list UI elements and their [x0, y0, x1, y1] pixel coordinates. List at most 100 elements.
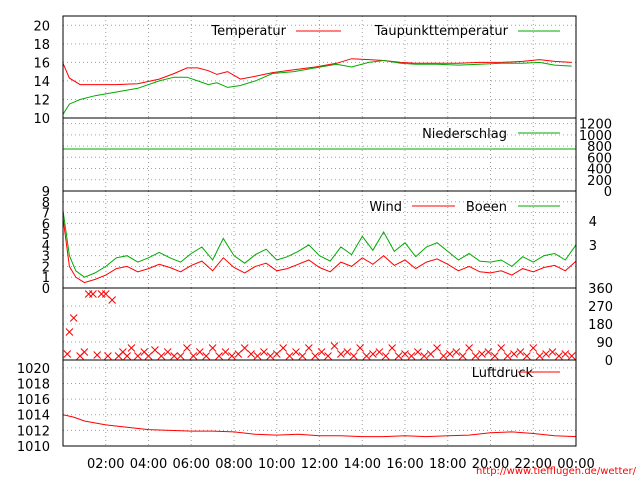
- precipitation-y-tick: 600: [587, 151, 612, 166]
- direction-y-tick: 0: [605, 354, 613, 369]
- wind-direction-point: [471, 352, 480, 360]
- direction-y-tick: 180: [588, 318, 613, 333]
- wind-y-tick: 0: [42, 282, 50, 297]
- wind-direction-point: [144, 352, 153, 360]
- wind-direction-point: [522, 352, 531, 360]
- x-axis-tick: 18:00: [429, 457, 466, 472]
- wind-direction-point: [80, 348, 89, 356]
- wind-direction-point: [529, 344, 538, 352]
- wind-direction-point: [123, 352, 131, 360]
- precipitation-y-tick: 0: [604, 185, 612, 200]
- wind-direction-point: [349, 352, 358, 360]
- wind-y-tick: 7: [42, 207, 50, 222]
- wind-direction-point: [266, 352, 275, 360]
- wind-direction-point: [555, 352, 563, 360]
- wind-direction-point: [375, 348, 384, 356]
- wind-direction-point: [65, 328, 74, 336]
- wind-direction-point: [208, 344, 217, 352]
- wind-direction-point: [221, 348, 230, 356]
- wind-y-tick-right: 4: [589, 215, 597, 230]
- direction-y-tick: 90: [596, 336, 613, 351]
- direction-y-tick: 270: [588, 300, 613, 315]
- wind-direction-point: [183, 344, 191, 352]
- precipitation-y-tick: 1000: [579, 129, 612, 144]
- precipitation-y-tick: 800: [587, 140, 612, 155]
- pressure-y-tick: 1018: [17, 377, 50, 392]
- precipitation-y-tick: 200: [587, 174, 612, 189]
- wind-y-tick: 1: [42, 271, 50, 286]
- wind-direction-point: [516, 348, 525, 356]
- wind-direction-point: [426, 350, 435, 358]
- wind-direction-point: [497, 344, 506, 352]
- wind-direction-point: [157, 352, 166, 360]
- wind-direction-point: [420, 352, 429, 360]
- wind-direction-point: [388, 344, 397, 352]
- legend-temperatur-label: Temperatur: [210, 24, 286, 39]
- wind-y-tick: 5: [42, 228, 50, 243]
- wind-direction-point: [63, 350, 72, 358]
- taupunkt-series-line: [62, 59, 572, 115]
- wind-direction-point: [542, 350, 550, 358]
- pressure-y-tick: 1014: [17, 409, 50, 424]
- wind-y-tick: 8: [42, 196, 50, 211]
- wind-direction-point: [311, 352, 320, 360]
- direction-y-tick: 360: [588, 282, 613, 297]
- legend-wind-label: Wind: [369, 200, 402, 215]
- boeen-series-line: [62, 210, 577, 278]
- legend-taupunkt-label: Taupunkttemperatur: [374, 24, 509, 39]
- wind-direction-point: [93, 351, 102, 359]
- wind-direction-point: [69, 314, 78, 322]
- wind-direction-point: [253, 352, 262, 360]
- wind-direction-point: [151, 346, 159, 354]
- wind-direction-point: [548, 348, 557, 356]
- wind-direction-point: [317, 348, 326, 356]
- wind-direction-point: [127, 344, 136, 352]
- wind-direction-point: [104, 352, 112, 360]
- wind-y-tick: 2: [42, 260, 50, 275]
- pressure-y-tick: 1010: [17, 440, 50, 455]
- frame-layer: [62, 15, 577, 447]
- wind-direction-point: [561, 350, 570, 358]
- precipitation-y-tick: 400: [587, 163, 612, 178]
- wind-direction-point: [446, 350, 454, 358]
- wind-direction-point: [298, 352, 307, 360]
- x-axis-tick: 10:00: [258, 457, 295, 472]
- wind-direction-point: [337, 350, 345, 358]
- wind-direction-point: [279, 344, 288, 352]
- wind-direction-point: [304, 344, 313, 352]
- wind-direction-point: [484, 348, 493, 356]
- wind-direction-point: [369, 350, 377, 358]
- wind-direction-point: [133, 352, 142, 360]
- x-axis-tick: 14:00: [344, 457, 381, 472]
- wind-direction-point: [163, 348, 172, 356]
- wind-y-tick: 3: [42, 250, 50, 265]
- wind-direction-point: [202, 352, 211, 360]
- wind-direction-point: [343, 348, 352, 356]
- wind-direction-point: [247, 350, 255, 358]
- wind-direction-point: [195, 348, 204, 356]
- wind-y-tick: 6: [42, 217, 50, 232]
- x-axis-tick: 04:00: [130, 457, 167, 472]
- wind-direction-point: [324, 352, 332, 360]
- wind-direction-point: [362, 352, 371, 360]
- data-layer: [62, 58, 577, 438]
- footer-url: http://www.tiefflugen.de/wetter/: [476, 466, 637, 477]
- temperature-y-tick: 18: [33, 38, 50, 53]
- pressure-y-tick: 1016: [17, 393, 50, 408]
- wind-y-tick-right: 3: [589, 239, 597, 254]
- wind-direction-point: [510, 350, 518, 358]
- wind-direction-point: [452, 348, 461, 356]
- x-axis-tick: 16:00: [386, 457, 423, 472]
- wind-direction-point: [285, 352, 294, 360]
- pressure-y-tick: 1020: [17, 362, 50, 377]
- x-axis-tick: 22:00: [515, 457, 552, 472]
- temperature-y-tick: 14: [33, 75, 50, 90]
- wind-direction-point: [407, 352, 416, 360]
- legend-niederschlag-label: Niederschlag: [422, 127, 507, 142]
- wind-direction-point: [170, 352, 179, 360]
- x-axis-tick: 08:00: [215, 457, 252, 472]
- wind-direction-point: [108, 296, 117, 304]
- wind-direction-point: [89, 290, 97, 298]
